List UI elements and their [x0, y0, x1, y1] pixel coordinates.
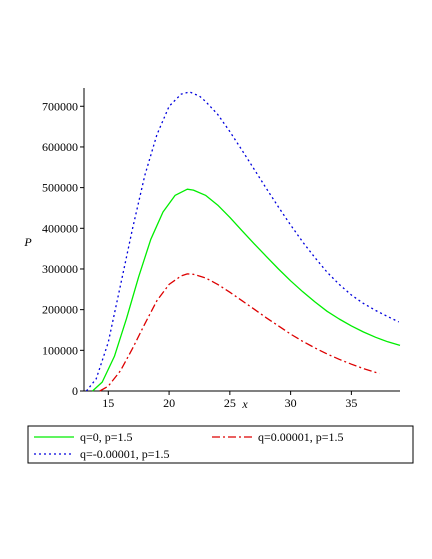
- y-axis-ticks: 0 100000 200000 300000 400000 500000 600000 700…: [42, 99, 84, 398]
- x-tick-label: 15: [102, 396, 114, 410]
- series-line-0: [92, 188, 401, 392]
- y-tick-label: 400000: [42, 221, 78, 235]
- x-axis-label: x: [241, 397, 248, 411]
- x-axis-ticks: 15 20 25 30 35: [102, 391, 357, 410]
- x-tick-label: 35: [345, 396, 357, 410]
- series-line-1: [99, 273, 380, 392]
- legend-label-q-negative: q=-0.00001, p=1.5: [80, 447, 170, 461]
- y-tick-label: 100000: [42, 343, 78, 357]
- legend: q=0, p=1.5 q=0.00001, p=1.5 q=-0.00001, …: [27, 425, 414, 464]
- legend-box: [27, 425, 414, 464]
- y-tick-label: 200000: [42, 303, 78, 317]
- x-tick-label: 25: [224, 396, 236, 410]
- legend-item-q-positive: q=0.00001, p=1.5: [212, 430, 344, 444]
- legend-item-q-negative: q=-0.00001, p=1.5: [34, 447, 170, 461]
- plot-area: 0 100000 200000 300000 400000 500000 600000 700…: [23, 88, 401, 411]
- x-tick-label: 20: [163, 396, 175, 410]
- y-tick-label: 0: [72, 384, 78, 398]
- y-axis-label: P: [23, 235, 32, 249]
- legend-item-q0: q=0, p=1.5: [34, 430, 133, 444]
- y-tick-label: 700000: [42, 99, 78, 113]
- x-tick-label: 30: [285, 396, 297, 410]
- y-tick-label: 600000: [42, 140, 78, 154]
- legend-label-q-positive: q=0.00001, p=1.5: [258, 430, 344, 444]
- legend-label-q0: q=0, p=1.5: [80, 430, 133, 444]
- y-tick-label: 500000: [42, 181, 78, 195]
- y-tick-label: 300000: [42, 262, 78, 276]
- series-line-2: [85, 91, 400, 392]
- series-lines: [85, 91, 401, 392]
